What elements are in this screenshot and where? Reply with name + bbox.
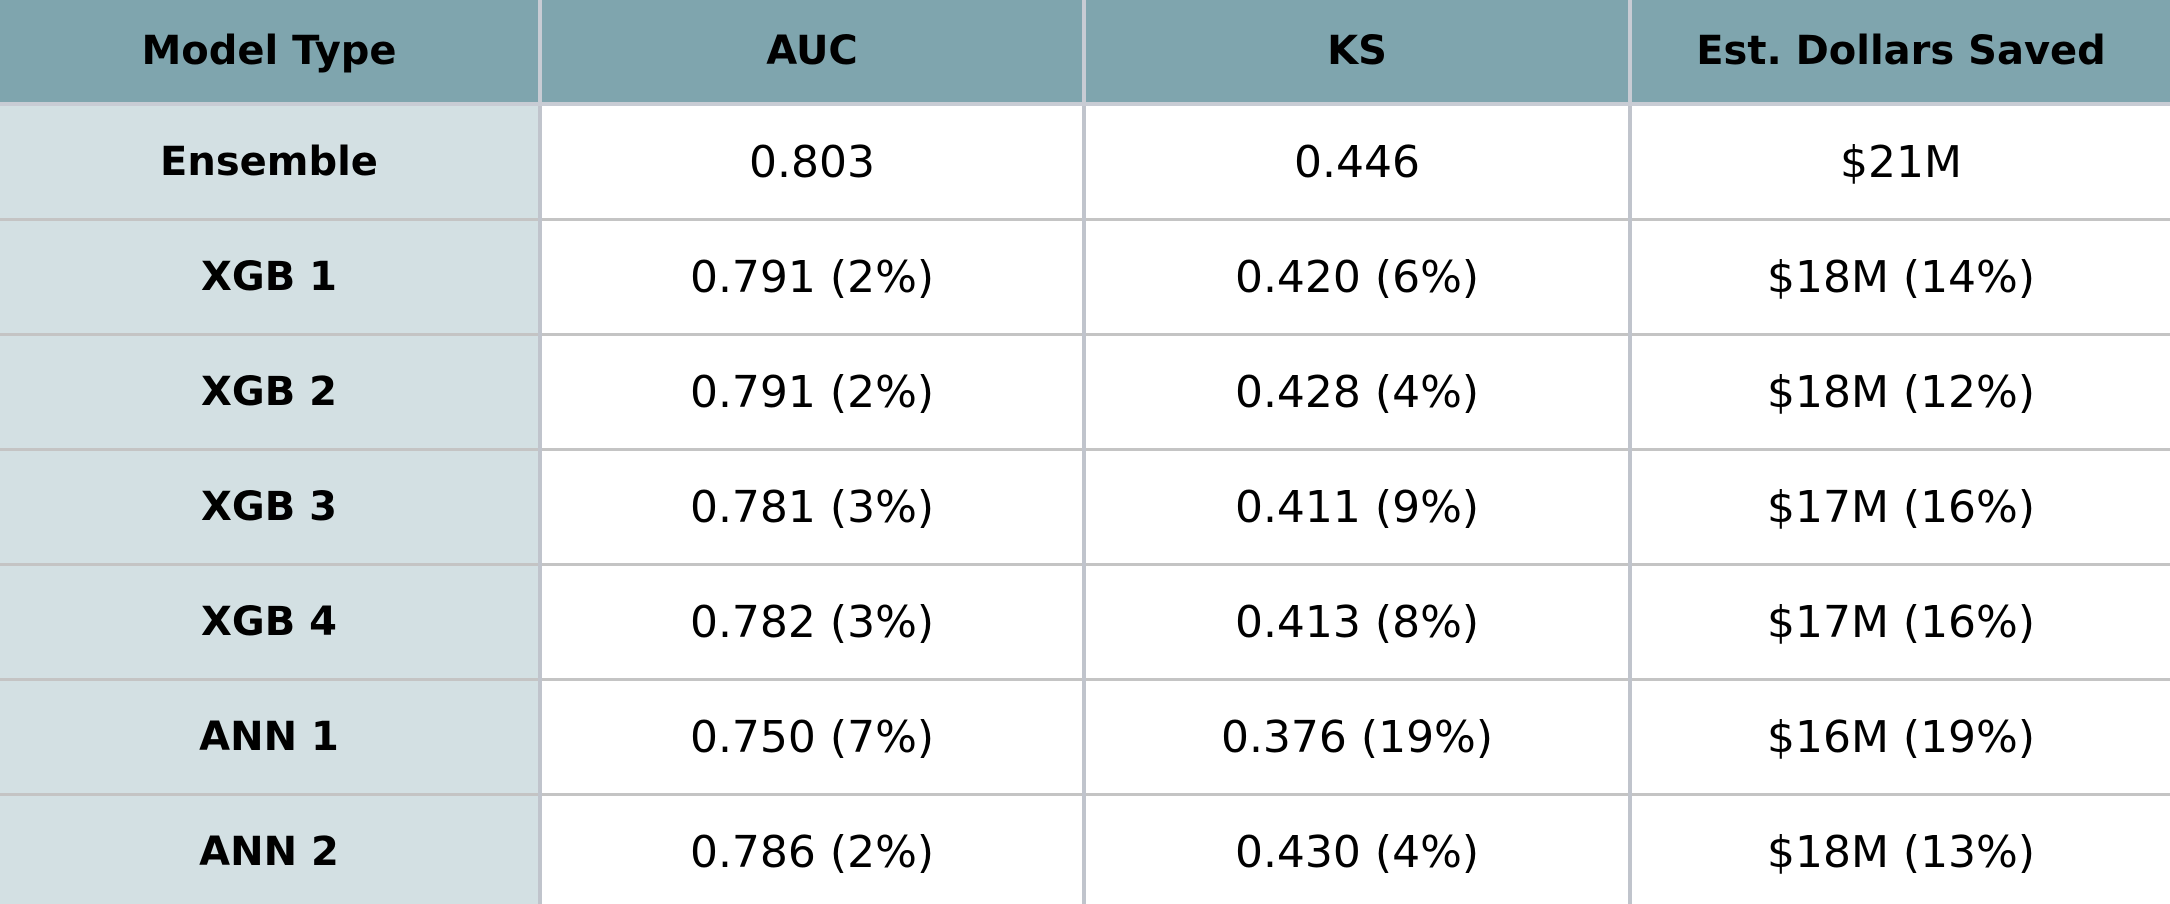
table-row: Ensemble 0.803 0.446 $21M [0,104,2170,221]
row-label: ANN 2 [0,794,542,904]
header-cell: Est. Dollars Saved [1630,0,2170,106]
table-cell: 0.411 (9%) [1084,449,1632,566]
table-cell: 0.781 (3%) [540,449,1086,566]
row-label: XGB 1 [0,219,542,336]
row-label: XGB 2 [0,334,542,451]
table-cell: $18M (13%) [1766,826,2036,878]
table-cell: $17M (16%) [1630,449,2170,566]
table-cell: 0.376 (19%) [1084,679,1632,796]
table-cell: $21M [1630,104,2170,221]
header-cell: KS [1084,0,1632,106]
table-cell: 0.428 (4%) [1084,334,1632,451]
table-cell: 0.786 (2%) [540,794,1086,904]
row-label: XGB 3 [0,449,542,566]
table-row: XGB 2 0.791 (2%) 0.428 (4%) $18M (12%) [0,334,2170,451]
row-label: Ensemble [0,104,542,221]
table-row: XGB 4 0.782 (3%) 0.413 (8%) $17M (16%) [0,564,2170,681]
row-label: ANN 1 [0,679,542,796]
table-cell: 0.430 (4%) [1084,794,1632,904]
table-cell: 0.803 [540,104,1086,221]
table-row: ANN 1 0.750 (7%) 0.376 (19%) $16M (19%) [0,679,2170,796]
header-cell: Model Type [0,0,542,106]
header-cell: AUC [540,0,1086,106]
table-cell: $18M (14%) [1630,219,2170,336]
table-row: XGB 1 0.791 (2%) 0.420 (6%) $18M (14%) [0,219,2170,336]
row-label: XGB 4 [0,564,542,681]
table-cell: 0.413 (8%) [1084,564,1632,681]
table-cell: 0.750 (7%) [540,679,1086,796]
table-cell: $18M (12%) [1630,334,2170,451]
table-cell: 0.791 (2%) [540,334,1086,451]
table-body: Ensemble 0.803 0.446 $21M XGB 1 0.791 (2%) 0.4… [0,104,2170,904]
table-cell: $16M (19%) [1630,679,2170,796]
table-cell: 0.791 (2%) [540,219,1086,336]
table-row: XGB 3 0.781 (3%) 0.411 (9%) $17M (16%) [0,449,2170,566]
table-cell: 0.420 (6%) [1084,219,1632,336]
table-cell: 0.782 (3%) [540,564,1086,681]
table-cell: $17M (16%) [1630,564,2170,681]
table-row: ANN 2 0.786 (2%) 0.430 (4%) $18M (13%) [0,794,2170,904]
header-row: Model Type AUC KS Est. Dollars Saved [0,0,2170,106]
table-cell: 0.446 [1084,104,1632,221]
